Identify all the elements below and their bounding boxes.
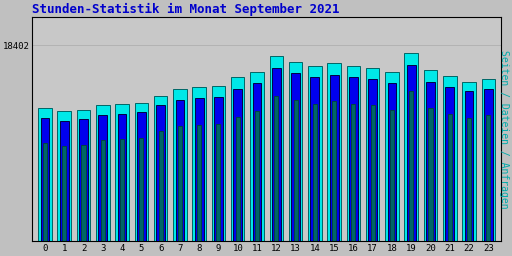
Bar [252,83,262,241]
Bar [327,63,341,241]
Bar [293,100,297,241]
Bar [60,121,69,241]
Bar [332,101,336,241]
Bar [197,125,201,241]
Bar [313,104,317,241]
Bar [137,112,146,241]
Bar [486,115,490,241]
Bar [429,108,433,241]
Bar [467,118,471,241]
Bar [38,108,52,241]
Bar [236,117,240,241]
Bar [214,97,223,241]
Bar [445,87,454,241]
Bar [96,105,110,241]
Bar [390,110,394,241]
Bar [310,77,319,241]
Bar [424,70,437,241]
Bar [195,98,204,241]
Bar [154,95,167,241]
Bar [388,83,396,241]
Bar [178,126,182,241]
Bar [308,66,322,241]
Bar [462,82,476,241]
Bar [426,82,435,241]
Bar [40,118,49,241]
Bar [176,100,184,241]
Bar [212,86,225,241]
Text: Stunden-Statistik im Monat September 2021: Stunden-Statistik im Monat September 202… [32,3,340,16]
Bar [368,79,377,241]
Bar [139,138,143,241]
Bar [120,139,124,241]
Bar [443,76,457,241]
Bar [465,91,474,241]
Bar [448,114,452,241]
Bar [291,73,300,241]
Bar [269,56,283,241]
Bar [289,62,302,241]
Bar [484,89,493,241]
Bar [233,89,242,241]
Bar [371,105,375,241]
Bar [57,111,71,241]
Bar [404,54,418,241]
Bar [250,72,264,241]
Bar [351,104,355,241]
Bar [98,115,107,241]
Bar [409,91,413,241]
Bar [115,104,129,241]
Bar [274,95,279,241]
Bar [231,77,245,241]
Bar [255,111,259,241]
Bar [366,68,379,241]
Bar [217,124,221,241]
Bar [173,89,187,241]
Y-axis label: Seiten / Dateien / Anfragen: Seiten / Dateien / Anfragen [499,50,509,209]
Bar [482,79,495,241]
Bar [101,141,105,241]
Bar [77,110,90,241]
Bar [118,114,126,241]
Bar [81,145,86,241]
Bar [43,143,47,241]
Bar [385,72,399,241]
Bar [272,68,281,241]
Bar [62,146,66,241]
Bar [79,119,88,241]
Bar [330,74,338,241]
Bar [407,65,416,241]
Bar [135,103,148,241]
Bar [349,77,358,241]
Bar [347,66,360,241]
Bar [156,105,165,241]
Bar [193,87,206,241]
Bar [159,131,163,241]
